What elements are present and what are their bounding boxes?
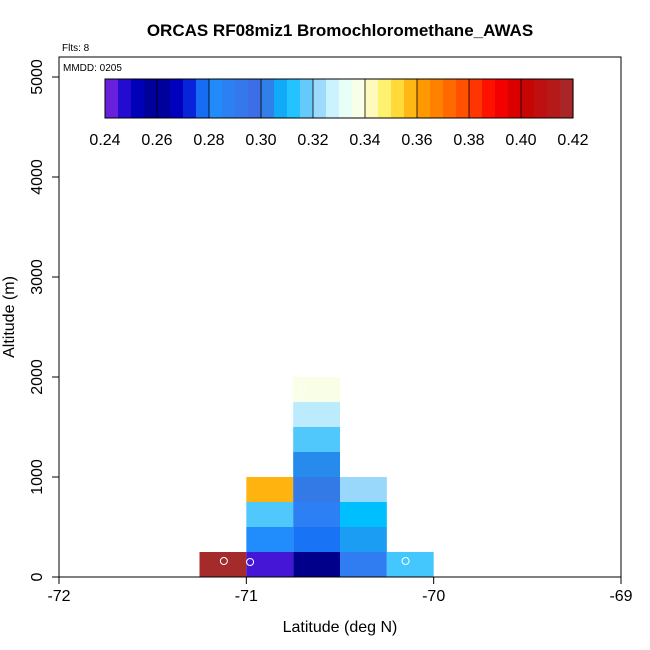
heatmap-cell [293, 402, 340, 427]
colorbar-segment [287, 79, 301, 118]
heatmap-cell [293, 427, 340, 452]
colorbar-segment [521, 79, 535, 118]
sample-marker [219, 557, 228, 565]
heatmap-cell [246, 527, 294, 552]
heatmap-cell [340, 552, 387, 577]
colorbar-tick-label: 0.40 [505, 132, 536, 149]
heatmap-cell [386, 552, 434, 577]
flights-label: Flts: 8 [62, 43, 90, 54]
colorbar-segment [469, 79, 483, 118]
colorbar-segment [456, 79, 470, 118]
heatmap-cell [293, 452, 340, 477]
colorbar-segment [339, 79, 353, 118]
sample-marker [246, 558, 255, 566]
colorbar-segment [495, 79, 509, 118]
colorbar-segment [248, 79, 262, 118]
colorbar-segment [157, 79, 171, 118]
colorbar-segment [144, 79, 158, 118]
x-axis-title: Latitude (deg N) [283, 619, 398, 636]
colorbar-segment [378, 79, 392, 118]
colorbar-tick-label: 0.28 [193, 132, 224, 149]
sample-marker [401, 557, 410, 565]
colorbar-segment [560, 79, 574, 118]
heatmap-cell [246, 552, 294, 577]
x-axis: -72 -71 -70 -69 [47, 576, 633, 605]
y-tick-label: 3000 [29, 259, 46, 295]
heatmap-cell [246, 477, 294, 502]
y-tick-label: 1000 [29, 459, 46, 495]
colorbar-segment [430, 79, 444, 118]
heatmap-cell [340, 502, 387, 527]
colorbar-tick-label: 0.26 [141, 132, 172, 149]
colorbar-segment [274, 79, 288, 118]
colorbar-segment [261, 79, 275, 118]
date-label: MMDD: 0205 [63, 63, 122, 74]
heatmap-cell [293, 552, 340, 577]
colorbar-segment [105, 79, 119, 118]
colorbar-segment [417, 79, 431, 118]
y-tick-label: 4000 [29, 159, 46, 195]
colorbar-segment [118, 79, 132, 118]
colorbar-segment [183, 79, 197, 118]
colorbar-frame [104, 78, 574, 119]
colorbar-tick-label: 0.36 [401, 132, 432, 149]
colorbar-segment [547, 79, 561, 118]
heatmap-cell [293, 377, 340, 402]
heatmap-cell [340, 527, 387, 552]
colorbar-tick-label: 0.32 [297, 132, 328, 149]
colorbar-segment [131, 79, 145, 118]
colorbar-segment [313, 79, 327, 118]
y-tick-label: 5000 [29, 59, 46, 95]
colorbar-segment [391, 79, 405, 118]
colorbar-segment [326, 79, 340, 118]
colorbar-tick-label: 0.30 [245, 132, 276, 149]
y-tick-label: 2000 [29, 359, 46, 395]
colorbar-segment [222, 79, 236, 118]
colorbar-segment [534, 79, 548, 118]
heatmap-cell [340, 477, 387, 502]
chart-title: ORCAS RF08miz1 Bromochloromethane_AWAS [147, 21, 533, 40]
heatmap-cell [293, 527, 340, 552]
colorbar-segment [482, 79, 496, 118]
colorbar-segment [196, 79, 210, 118]
colorbar-tick-label: 0.34 [349, 132, 380, 149]
colorbar-segment [235, 79, 249, 118]
x-tick-label: -69 [609, 588, 632, 605]
colorbar-segment [443, 79, 457, 118]
heatmap-cell [293, 502, 340, 527]
colorbar: 0.24 0.26 0.28 0.30 0.32 0.34 0.36 0.38 0.40 0.42 [89, 78, 589, 149]
colorbar-tick-label: 0.24 [89, 132, 120, 149]
colorbar-segment [365, 79, 379, 118]
colorbar-segment [404, 79, 418, 118]
colorbar-segment [300, 79, 314, 118]
sample-marker [298, 385, 307, 393]
colorbar-segment [170, 79, 184, 118]
x-tick-label: -72 [47, 588, 70, 605]
y-tick-label: 0 [29, 572, 46, 581]
heatmap-cell [293, 477, 340, 502]
colorbar-segment [209, 79, 223, 118]
colorbar-segment [508, 79, 522, 118]
x-tick-label: -71 [235, 588, 258, 605]
colorbar-tick-label: 0.42 [557, 132, 588, 149]
y-axis-title: Altitude (m) [1, 276, 18, 358]
x-tick-label: -70 [422, 588, 445, 605]
colorbar-segment [352, 79, 366, 118]
colorbar-tick-label: 0.38 [453, 132, 484, 149]
heatmap-cells [199, 377, 434, 577]
sample-markers [219, 385, 410, 566]
heatmap-cell [246, 502, 294, 527]
y-axis: 0 1000 2000 3000 4000 5000 [29, 57, 60, 581]
